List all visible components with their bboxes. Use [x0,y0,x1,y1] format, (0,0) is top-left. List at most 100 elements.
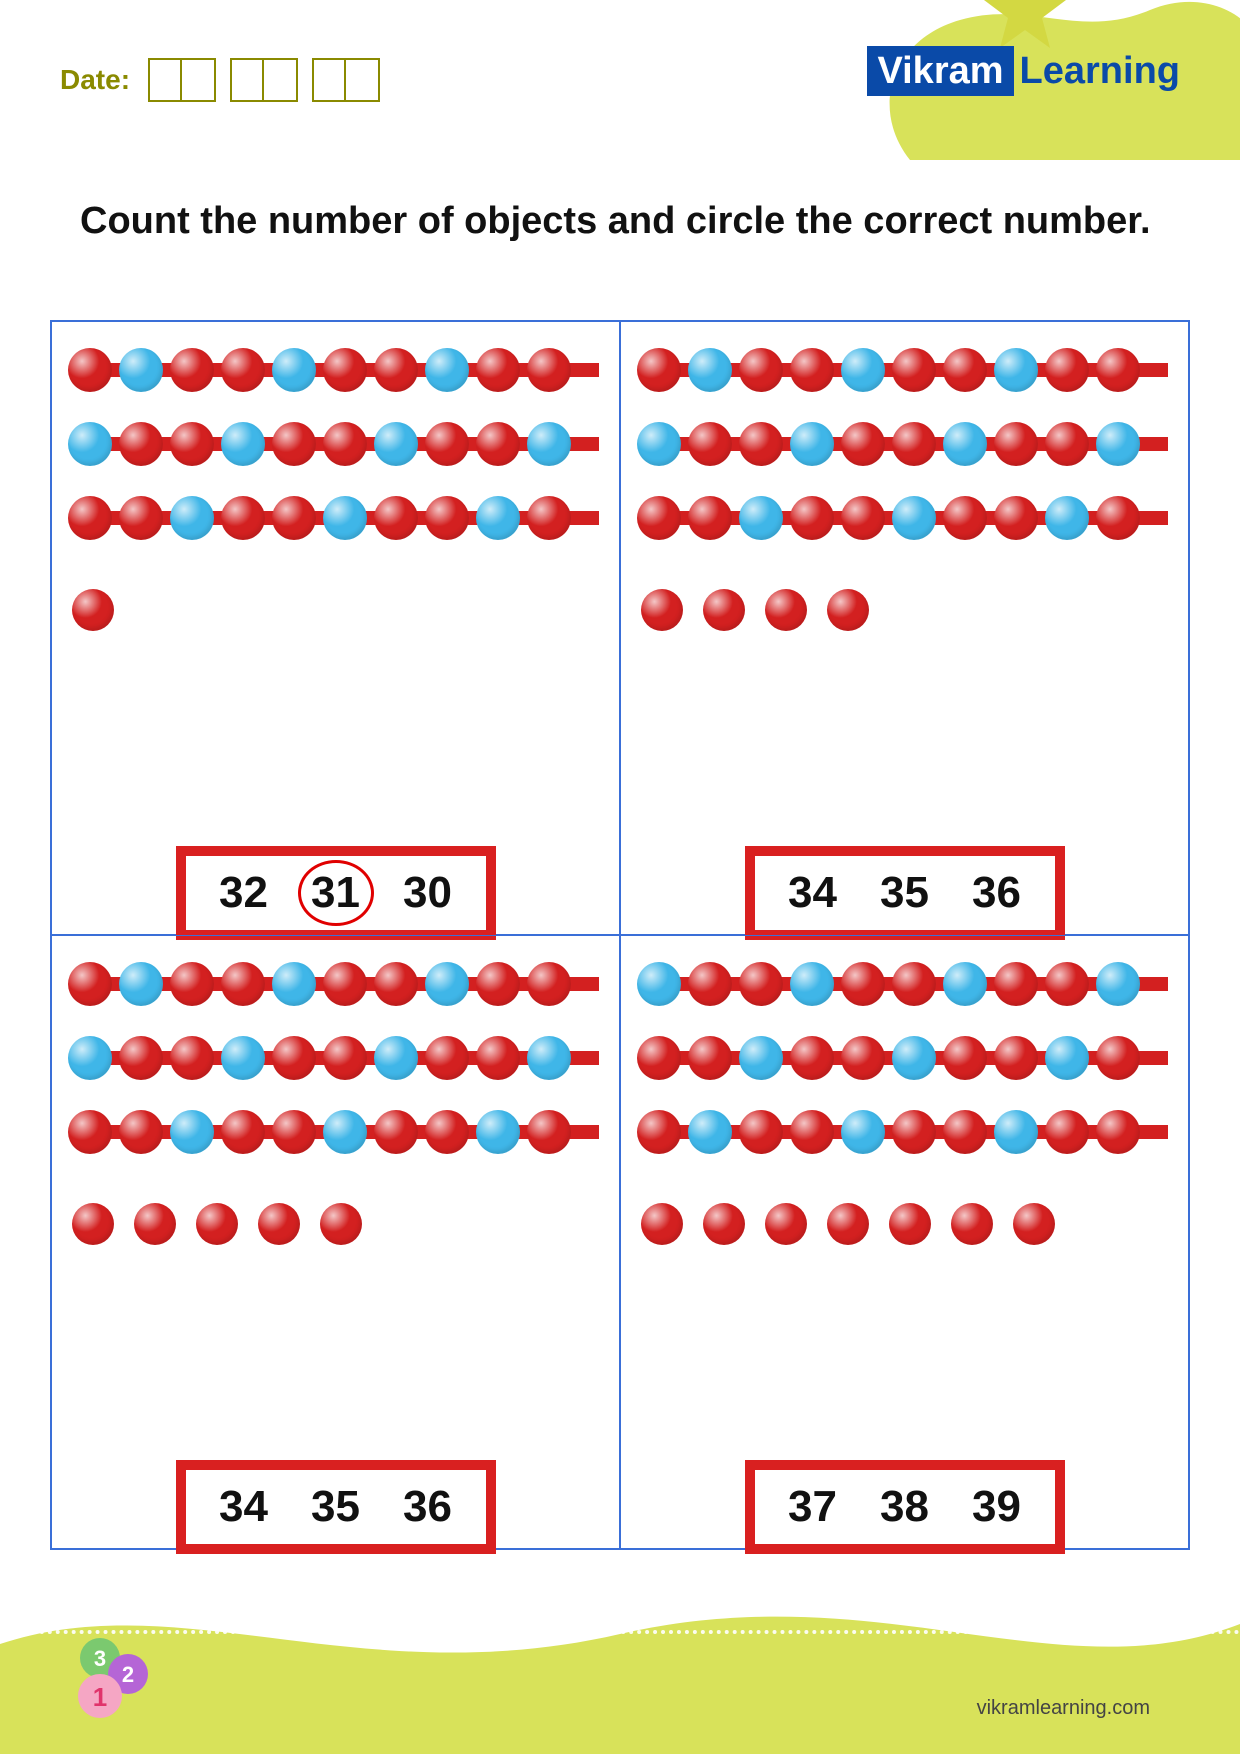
badge-2: 2 [122,1662,134,1687]
date-box[interactable] [346,58,380,102]
bead-row-bar [68,1034,603,1082]
red-bead [790,1036,834,1080]
red-bead [994,496,1038,540]
blue-bead [841,348,885,392]
answer-option[interactable]: 37 [785,1482,841,1532]
date-box[interactable] [312,58,346,102]
red-bead [739,348,783,392]
red-bead [72,589,114,631]
red-bead [196,1203,238,1245]
worksheet-cell: 34 35 36 [620,321,1189,935]
blue-bead [119,962,163,1006]
blue-bead [425,348,469,392]
badge-3: 3 [94,1646,106,1671]
red-bead [476,1036,520,1080]
logo-part1: Vikram [867,46,1013,96]
blue-bead [1045,496,1089,540]
red-bead [68,496,112,540]
blue-bead [221,422,265,466]
red-bead [425,1036,469,1080]
blue-bead [323,1110,367,1154]
answer-option[interactable]: 34 [216,1482,272,1532]
red-bead [841,422,885,466]
red-bead [1096,1110,1140,1154]
blue-bead [739,496,783,540]
blue-bead [221,1036,265,1080]
red-bead [943,348,987,392]
date-box[interactable] [148,58,182,102]
answer-option[interactable]: 34 [785,868,841,918]
blue-bead [994,1110,1038,1154]
bead-row-loose [72,1200,603,1248]
red-bead [476,348,520,392]
red-bead [374,962,418,1006]
date-box[interactable] [182,58,216,102]
blue-bead [943,422,987,466]
blue-bead [68,1036,112,1080]
red-bead [994,422,1038,466]
bead-row-bar [68,960,603,1008]
bead-row-bar [68,1108,603,1156]
worksheet-grid: 32 31 30 34 35 36 34 35 36 37 38 39 [50,320,1190,1550]
blue-bead [1045,1036,1089,1080]
red-bead [527,348,571,392]
blue-bead [374,422,418,466]
bead-row-bar [637,1034,1172,1082]
dotted-line [0,1630,1240,1634]
red-bead [841,1036,885,1080]
answer-option[interactable]: 35 [308,1482,364,1532]
red-bead [943,496,987,540]
red-bead [320,1203,362,1245]
blue-bead [170,496,214,540]
red-bead [739,962,783,1006]
answer-option[interactable]: 30 [400,868,456,918]
red-bead [827,589,869,631]
date-box[interactable] [230,58,264,102]
red-bead [323,962,367,1006]
red-bead [641,589,683,631]
red-bead [1013,1203,1055,1245]
red-bead [272,496,316,540]
blue-bead [1096,962,1140,1006]
answer-option[interactable]: 38 [877,1482,933,1532]
answer-option[interactable]: 32 [216,868,272,918]
red-bead [527,1110,571,1154]
blue-bead [425,962,469,1006]
date-boxes [148,58,380,102]
badge-1: 1 [93,1682,107,1712]
answer-box: 32 31 30 [176,846,496,940]
bead-rows [68,346,603,634]
red-bead [1096,1036,1140,1080]
red-bead [1045,1110,1089,1154]
answer-option[interactable]: 31 [308,868,364,918]
answer-option[interactable]: 39 [969,1482,1025,1532]
blue-bead [790,422,834,466]
red-bead [170,1036,214,1080]
blue-bead [170,1110,214,1154]
red-bead [889,1203,931,1245]
red-bead [688,422,732,466]
red-bead [765,1203,807,1245]
bead-row-loose [641,586,1172,634]
red-bead [425,1110,469,1154]
red-bead [476,422,520,466]
red-bead [765,589,807,631]
blue-bead [527,1036,571,1080]
date-label: Date: [60,64,130,96]
answer-option[interactable]: 36 [969,868,1025,918]
answer-option[interactable]: 35 [877,868,933,918]
red-bead [637,348,681,392]
red-bead [68,962,112,1006]
red-bead [374,1110,418,1154]
red-bead [425,422,469,466]
worksheet-cell: 34 35 36 [51,935,620,1549]
blue-bead [272,348,316,392]
red-bead [790,496,834,540]
red-bead [943,1036,987,1080]
blue-bead [892,496,936,540]
bead-row-bar [68,494,603,542]
red-bead [739,1110,783,1154]
red-bead [221,348,265,392]
date-box[interactable] [264,58,298,102]
answer-option[interactable]: 36 [400,1482,456,1532]
